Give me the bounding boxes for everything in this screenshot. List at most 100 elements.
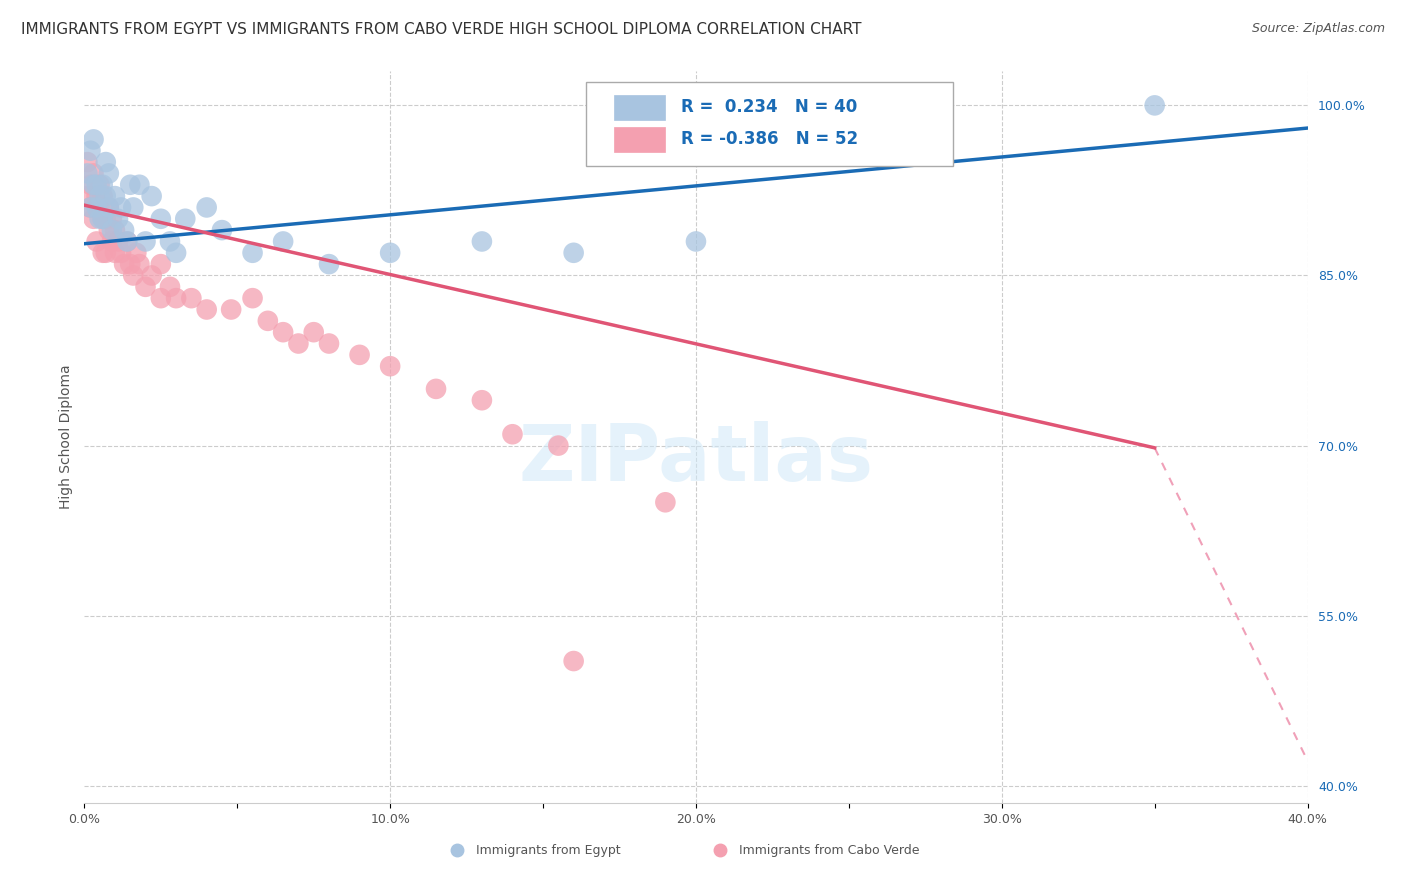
Point <box>110 245 132 260</box>
Point <box>79 178 101 192</box>
Point <box>1143 98 1166 112</box>
Point <box>302 325 325 339</box>
Point <box>128 257 150 271</box>
Point <box>349 348 371 362</box>
Point <box>86 235 108 249</box>
Point <box>125 245 148 260</box>
Point <box>97 223 120 237</box>
Point <box>271 235 294 249</box>
Point <box>149 257 172 271</box>
Point <box>86 189 108 203</box>
Point <box>135 280 157 294</box>
Point <box>547 439 569 453</box>
Point <box>685 235 707 249</box>
Point <box>380 245 402 260</box>
Point <box>165 291 187 305</box>
Point <box>128 178 150 192</box>
Point <box>104 245 127 260</box>
Point <box>86 178 108 192</box>
Point <box>165 245 187 260</box>
Point <box>112 223 135 237</box>
Point <box>89 189 111 203</box>
Point <box>97 201 120 215</box>
Point <box>135 235 157 249</box>
Point <box>471 393 494 408</box>
Point <box>502 427 524 442</box>
Point <box>425 382 447 396</box>
Point <box>79 201 101 215</box>
Point <box>242 291 264 305</box>
Point <box>287 336 309 351</box>
Point <box>149 211 172 226</box>
Point <box>83 178 105 192</box>
Point <box>89 201 111 215</box>
Text: Immigrants from Cabo Verde: Immigrants from Cabo Verde <box>738 844 920 857</box>
Point <box>141 189 163 203</box>
Point <box>91 211 114 226</box>
Point <box>120 178 142 192</box>
Point <box>380 359 402 374</box>
Point <box>101 235 124 249</box>
Point <box>471 235 494 249</box>
Point <box>257 314 280 328</box>
FancyBboxPatch shape <box>614 95 665 120</box>
Point <box>76 155 98 169</box>
FancyBboxPatch shape <box>586 82 953 167</box>
Point <box>97 166 120 180</box>
Point <box>195 302 218 317</box>
Point <box>76 166 98 180</box>
Text: IMMIGRANTS FROM EGYPT VS IMMIGRANTS FROM CABO VERDE HIGH SCHOOL DIPLOMA CORRELAT: IMMIGRANTS FROM EGYPT VS IMMIGRANTS FROM… <box>21 22 862 37</box>
Point <box>83 166 105 180</box>
Point <box>76 189 98 203</box>
Point <box>83 211 105 226</box>
Point <box>94 155 117 169</box>
Point <box>101 211 124 226</box>
Text: Immigrants from Egypt: Immigrants from Egypt <box>475 844 620 857</box>
Point <box>112 257 135 271</box>
Point <box>89 178 111 192</box>
Point <box>211 223 233 237</box>
Point <box>101 223 124 237</box>
Point <box>83 132 105 146</box>
Point <box>107 235 129 249</box>
Text: R = -0.386   N = 52: R = -0.386 N = 52 <box>682 130 859 148</box>
Point <box>79 201 101 215</box>
Point <box>159 280 181 294</box>
Point <box>149 291 172 305</box>
Point <box>120 257 142 271</box>
Point <box>195 201 218 215</box>
Point <box>159 235 181 249</box>
Point <box>318 257 340 271</box>
Point <box>122 201 145 215</box>
Point <box>219 302 242 317</box>
Point <box>122 268 145 283</box>
Text: R =  0.234   N = 40: R = 0.234 N = 40 <box>682 98 858 117</box>
Point <box>86 201 108 215</box>
Point <box>174 211 197 226</box>
Point <box>104 223 127 237</box>
Point <box>271 325 294 339</box>
Point <box>104 189 127 203</box>
Text: Source: ZipAtlas.com: Source: ZipAtlas.com <box>1251 22 1385 36</box>
Point <box>91 245 114 260</box>
Point <box>91 211 114 226</box>
Point <box>654 495 676 509</box>
Point <box>141 268 163 283</box>
Point <box>91 178 114 192</box>
Point <box>180 291 202 305</box>
Point <box>94 189 117 203</box>
Y-axis label: High School Diploma: High School Diploma <box>59 365 73 509</box>
Point <box>91 189 114 203</box>
Point <box>94 211 117 226</box>
Point <box>97 201 120 215</box>
Point <box>318 336 340 351</box>
Point <box>94 245 117 260</box>
Text: ZIPatlas: ZIPatlas <box>519 421 873 497</box>
Point <box>115 235 138 249</box>
Point <box>107 211 129 226</box>
Point <box>110 201 132 215</box>
Point <box>562 245 585 260</box>
Point <box>242 245 264 260</box>
Point <box>89 211 111 226</box>
Point <box>115 235 138 249</box>
